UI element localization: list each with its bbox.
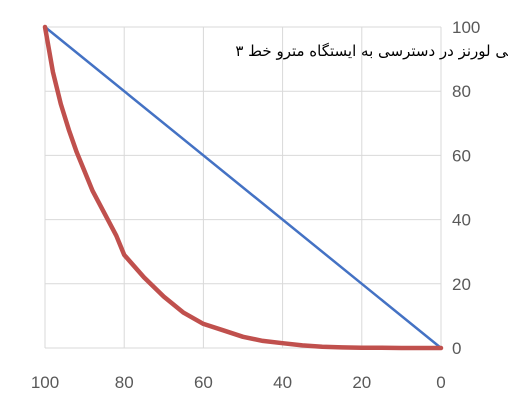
x-axis-ticks: 100 80 60 40 20 0 <box>31 373 446 392</box>
y-tick-label: 60 <box>452 146 471 165</box>
x-tick-label: 100 <box>31 373 59 392</box>
equality-line <box>43 25 443 350</box>
x-tick-label: 0 <box>436 373 445 392</box>
lorenz-curve <box>42 24 444 351</box>
chart-title: منحنی لورنز در دسترسی به ایستگاه مترو خط… <box>235 42 508 60</box>
y-tick-label: 40 <box>452 211 471 230</box>
series-group <box>42 24 444 351</box>
x-tick-label: 80 <box>115 373 134 392</box>
y-tick-label: 80 <box>452 82 471 101</box>
y-axis-ticks: 0 20 40 60 80 100 <box>452 18 480 358</box>
y-tick-label: 20 <box>452 275 471 294</box>
gridlines <box>44 26 442 349</box>
y-tick-label: 100 <box>452 18 480 37</box>
x-tick-label: 60 <box>194 373 213 392</box>
y-tick-label: 0 <box>452 339 461 358</box>
x-tick-label: 20 <box>352 373 371 392</box>
x-tick-label: 40 <box>273 373 292 392</box>
